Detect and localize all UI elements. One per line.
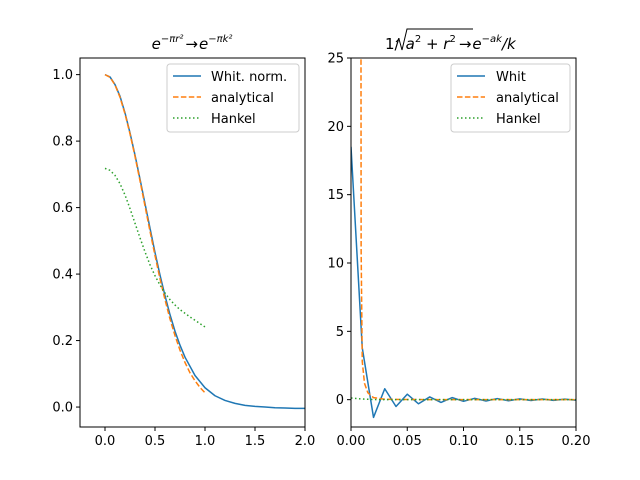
left-chart-title: e−πr² →e−πk² — [152, 34, 233, 53]
right-chart-lines — [351, 58, 576, 419]
left-chart-frame — [79, 57, 306, 428]
y-tick-label: 0.4 — [52, 268, 73, 283]
title-term-exponent: −πk² — [208, 34, 232, 45]
y-tick-label: 5 — [336, 325, 344, 340]
y-tick-label: 10 — [327, 257, 344, 272]
title-arrow: → — [459, 35, 472, 53]
title-term-exponent: −ak — [482, 34, 504, 45]
title-radicand-r-exponent: 2 — [449, 34, 455, 45]
right-chart-ticks: 0.00 0.05 0.10 0.15 0.20 0 5 10 15 20 25 — [327, 52, 590, 450]
legend-label-whit: Whit — [496, 70, 526, 85]
x-tick-label: 0.00 — [337, 434, 366, 449]
legend-label-hankel: Hankel — [496, 112, 541, 127]
y-tick-label: 0 — [336, 393, 344, 408]
left-chart: e−πr² →e−πk² 0.0 0.5 1.0 1.5 2.00.00.20.40.60… — [52, 34, 315, 449]
title-term-base: e — [199, 35, 208, 53]
sqrt-radical-sign — [395, 28, 473, 51]
right-chart: 1/a2 + r2 →e−ak/k 0.00 0.05 0.10 0.15 0.20051… — [327, 28, 590, 450]
right-chart-legend: Whit analytical Hankel — [450, 63, 571, 133]
title-term-base: e — [472, 35, 481, 53]
y-tick-label: 0.0 — [52, 401, 73, 416]
left-chart-ticks: 0.0 0.5 1.0 1.5 2.0 0.0 0.2 0.4 0.6 0.8 1.0 — [52, 68, 315, 449]
x-tick-label: 0.5 — [145, 434, 166, 449]
legend-label-whit-norm: Whit. norm. — [211, 70, 287, 85]
x-tick-label: 0.15 — [505, 434, 534, 449]
y-tick-label: 0.2 — [52, 334, 73, 349]
title-radicand-plus: + — [421, 35, 443, 53]
legend-box — [166, 63, 300, 133]
legend-label-hankel: Hankel — [211, 112, 256, 127]
title-prefix: 1/ — [385, 35, 401, 53]
legend-label-analytical: analytical — [496, 91, 559, 106]
left-chart-legend: Whit. norm. analytical Hankel — [166, 63, 300, 133]
x-tick-label: 0.10 — [449, 434, 478, 449]
series-line-analytical — [104, 73, 206, 394]
title-term-exponent: −πr² — [161, 34, 184, 45]
x-tick-label: 1.0 — [195, 434, 216, 449]
title-term-base: e — [152, 35, 161, 53]
y-tick-label: 20 — [327, 120, 344, 135]
series-line-hankel — [104, 167, 206, 328]
title-radicand-a: a — [406, 35, 415, 53]
legend-label-analytical: analytical — [211, 91, 274, 106]
x-tick-label: 0.20 — [562, 434, 591, 449]
title-suffix: /k — [500, 35, 517, 53]
x-tick-label: 2.0 — [295, 434, 316, 449]
x-tick-label: 0.0 — [95, 434, 116, 449]
y-tick-label: 15 — [327, 188, 344, 203]
y-tick-label: 0.8 — [52, 135, 73, 150]
right-chart-title: 1/a2 + r2 →e−ak/k — [385, 34, 517, 53]
title-radicand-r: r — [443, 35, 450, 53]
y-tick-label: 0.6 — [52, 201, 73, 216]
series-line-hankel — [351, 397, 576, 401]
y-tick-label: 25 — [327, 52, 344, 67]
legend-box — [450, 63, 571, 133]
left-chart-lines — [104, 73, 305, 410]
x-tick-label: 1.5 — [245, 434, 266, 449]
y-tick-label: 1.0 — [52, 68, 73, 83]
x-tick-label: 0.05 — [393, 434, 422, 449]
title-arrow: → — [185, 35, 198, 53]
title-radicand-a-exponent: 2 — [415, 34, 421, 45]
